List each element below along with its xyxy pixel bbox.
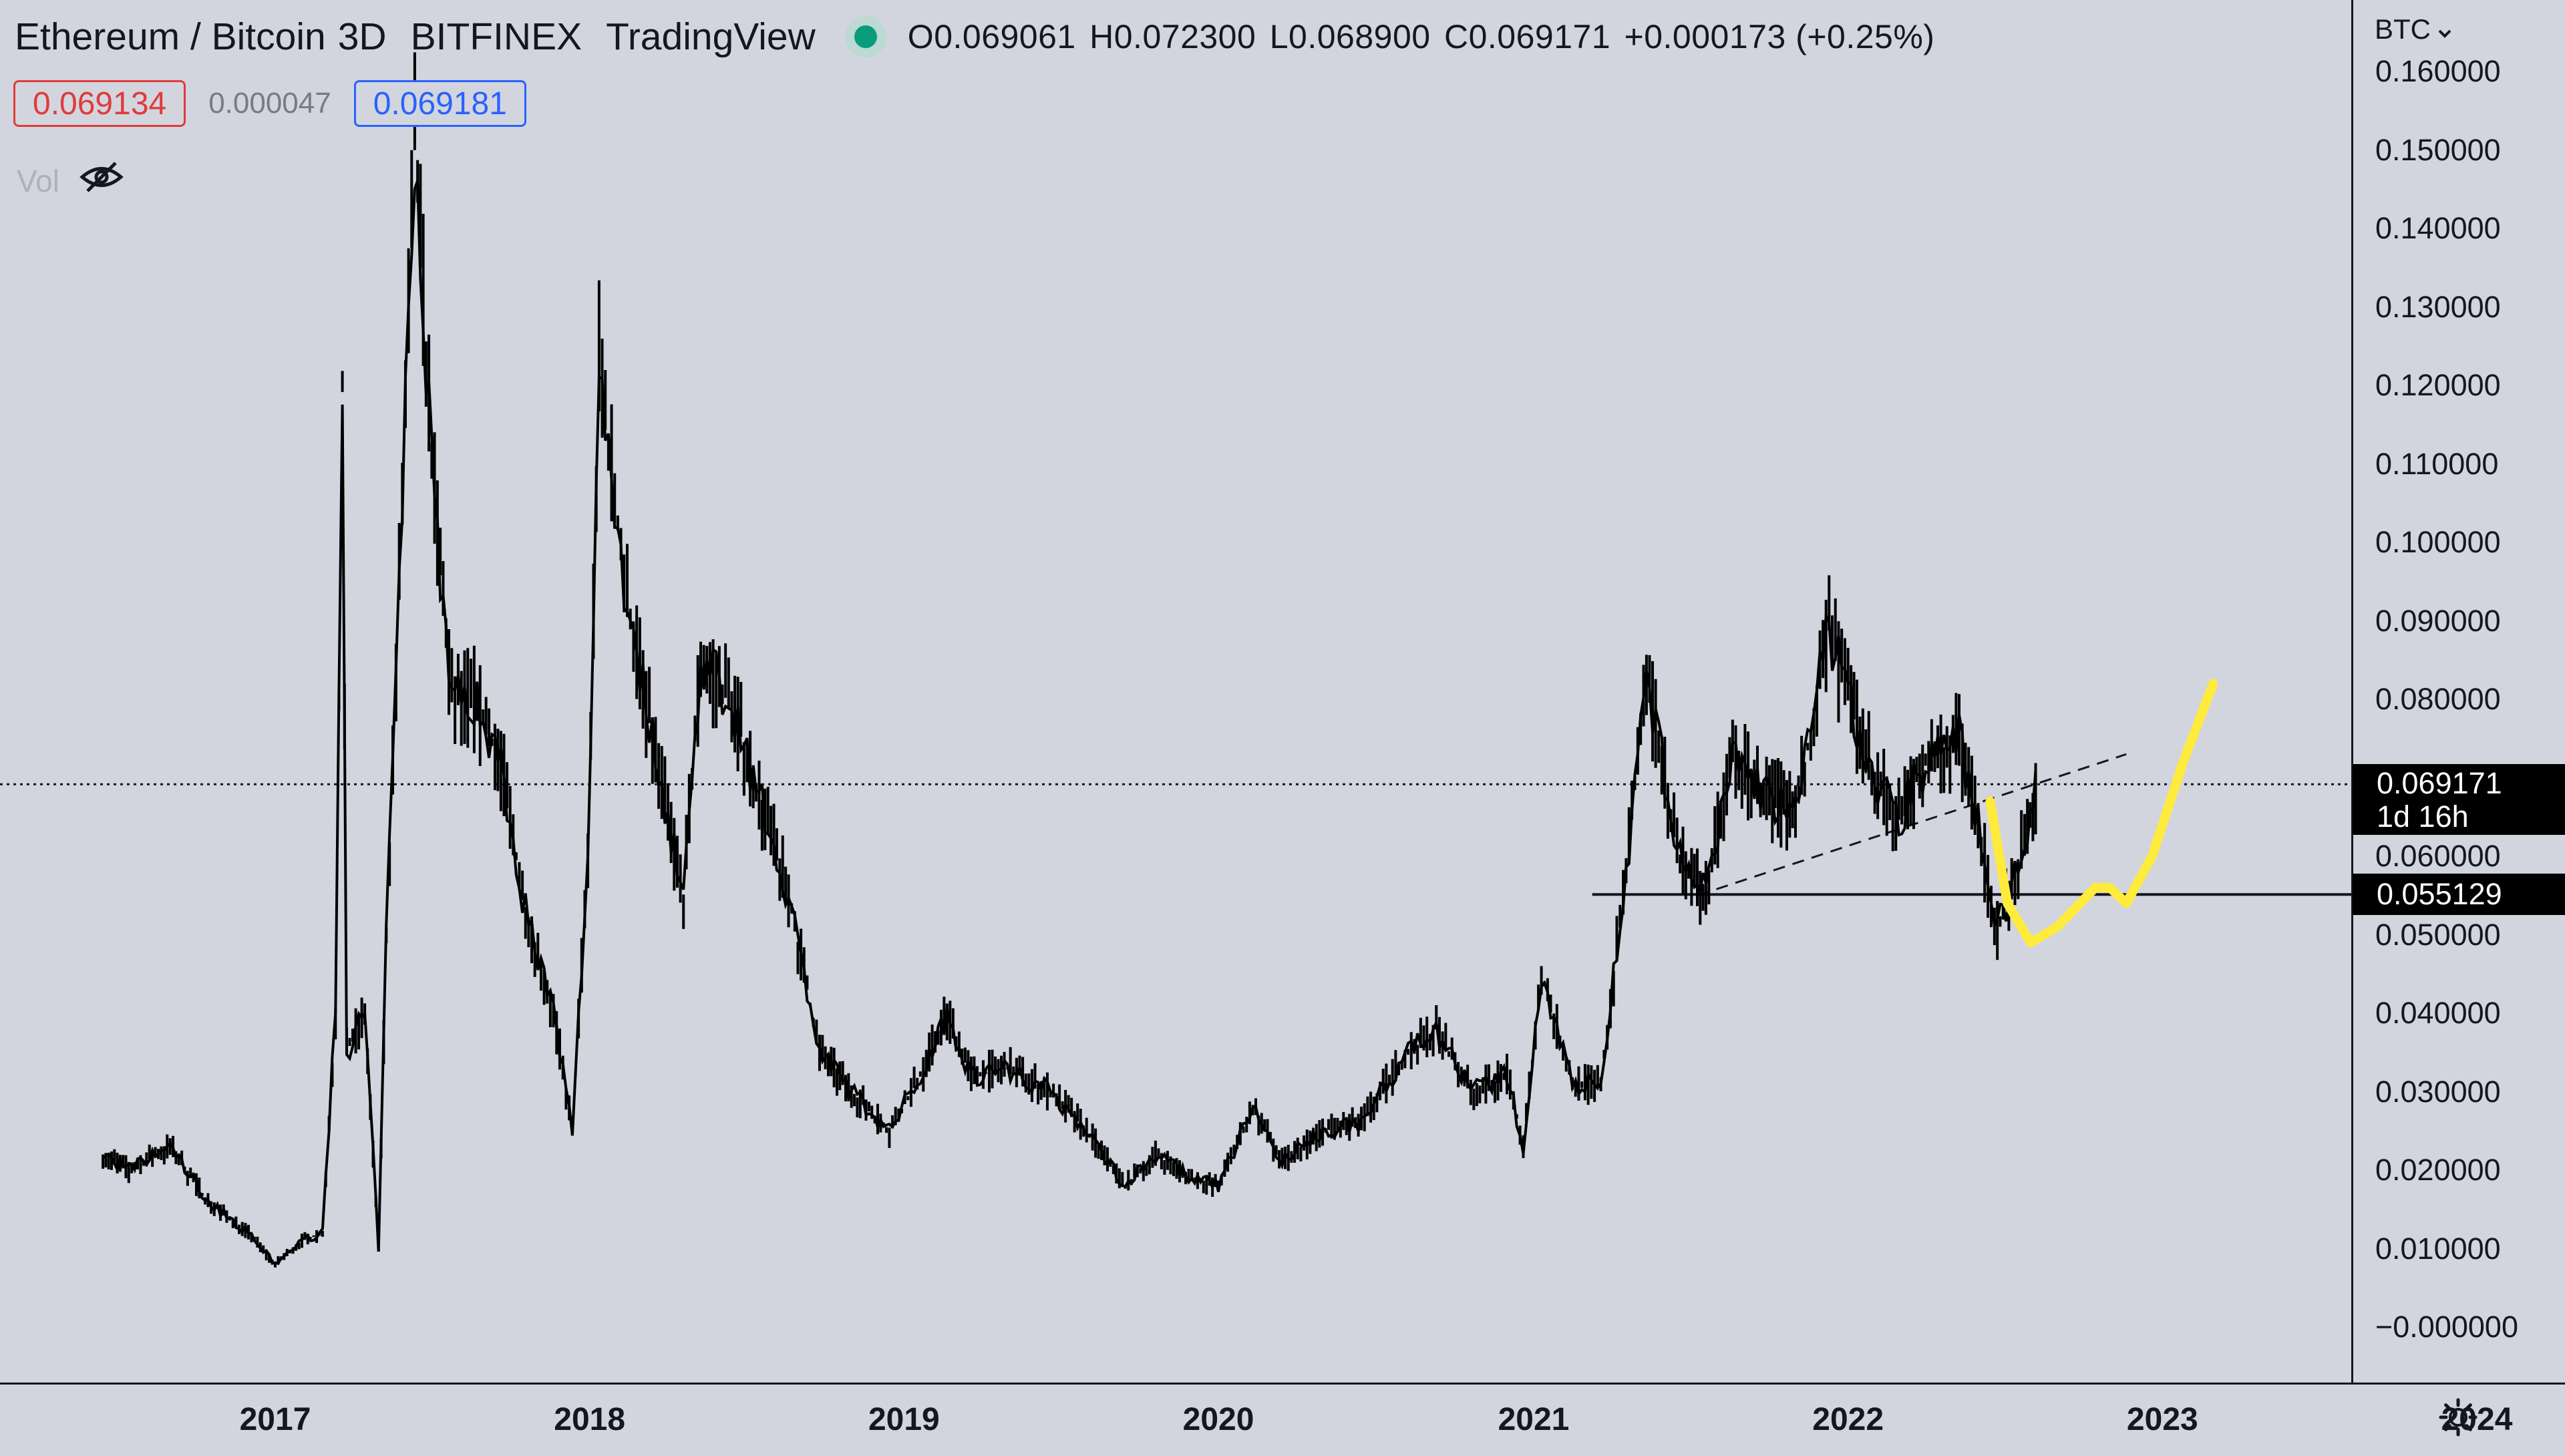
time-tick-label: 2019 (868, 1402, 940, 1437)
open-value: O0.069061 (907, 18, 1076, 55)
gear-icon[interactable] (2438, 1397, 2478, 1441)
price-tick-label: 0.110000 (2375, 446, 2499, 481)
interval-label[interactable]: 3D (337, 15, 387, 58)
time-tick-label: 2024 (2441, 1402, 2513, 1437)
price-tick-label: 0.140000 (2375, 211, 2501, 245)
last-price-value: 0.069171 (2377, 766, 2502, 801)
buy-button[interactable]: 0.069181 (353, 80, 526, 127)
price-tick-label: 0.050000 (2375, 917, 2501, 952)
price-scale[interactable] (2351, 0, 2565, 1383)
quote-bar: 0.069134 0.000047 0.069181 (13, 80, 526, 127)
spread-value: 0.000047 (208, 87, 331, 120)
price-tick-label: −0.000000 (2375, 1310, 2518, 1344)
currency-label: BTC (2375, 13, 2431, 45)
price-line (102, 180, 2037, 1266)
price-tick-label: 0.120000 (2375, 368, 2501, 402)
price-tick-label: 0.020000 (2375, 1153, 2501, 1187)
time-tick-label: 2020 (1182, 1402, 1254, 1437)
symbol-title[interactable]: Ethereum / Bitcoin (15, 15, 326, 58)
price-tick-label: 0.100000 (2375, 525, 2501, 559)
currency-selector[interactable]: BTC (2375, 13, 2452, 45)
time-scale[interactable] (0, 1383, 2565, 1456)
price-tick-label: 0.150000 (2375, 132, 2501, 167)
chart-header: Ethereum / Bitcoin 3D BITFINEX TradingVi… (15, 15, 1938, 59)
chart-area[interactable] (0, 0, 2351, 1383)
change-value: +0.000173 (+0.25%) (1624, 18, 1935, 55)
chevron-down-icon (2437, 13, 2452, 45)
close-value: C0.069171 (1443, 18, 1611, 55)
price-tick-label: 0.010000 (2375, 1231, 2501, 1266)
time-tick-label: 2018 (554, 1402, 626, 1437)
high-value: H0.072300 (1089, 18, 1256, 55)
level-price-tag: 0.055129 (2353, 874, 2565, 916)
source-label: TradingView (606, 15, 816, 58)
low-value: L0.068900 (1269, 18, 1431, 55)
time-tick-label: 2021 (1498, 1402, 1570, 1437)
price-tick-label: 0.040000 (2375, 996, 2501, 1030)
time-tick-label: 2023 (2126, 1402, 2198, 1437)
volume-label: Vol (17, 163, 59, 198)
time-tick-label: 2017 (239, 1402, 311, 1437)
price-tick-label: 0.130000 (2375, 289, 2501, 324)
projection-drawing[interactable] (1985, 679, 2218, 948)
level-price-value: 0.055129 (2377, 877, 2502, 912)
last-price-tag: 0.069171 1d 16h (2353, 764, 2565, 836)
volume-indicator[interactable]: Vol (17, 160, 124, 201)
time-tick-label: 2022 (1812, 1402, 1884, 1437)
sell-button[interactable]: 0.069134 (13, 80, 186, 127)
price-tick-label: 0.080000 (2375, 682, 2501, 716)
price-tick-label: 0.060000 (2375, 839, 2501, 873)
price-tick-label: 0.030000 (2375, 1074, 2501, 1109)
exchange-label: BITFINEX (410, 15, 582, 58)
market-status-icon (854, 25, 877, 48)
bar-countdown: 1d 16h (2377, 799, 2469, 834)
price-series-eth-btc (102, 52, 2037, 1268)
ohlc-values: O0.069061 H0.072300 L0.068900 C0.069171 … (908, 17, 1939, 56)
eye-hidden-icon[interactable] (79, 160, 124, 201)
price-tick-label: 0.090000 (2375, 603, 2501, 638)
price-tick-label: 0.160000 (2375, 54, 2501, 88)
